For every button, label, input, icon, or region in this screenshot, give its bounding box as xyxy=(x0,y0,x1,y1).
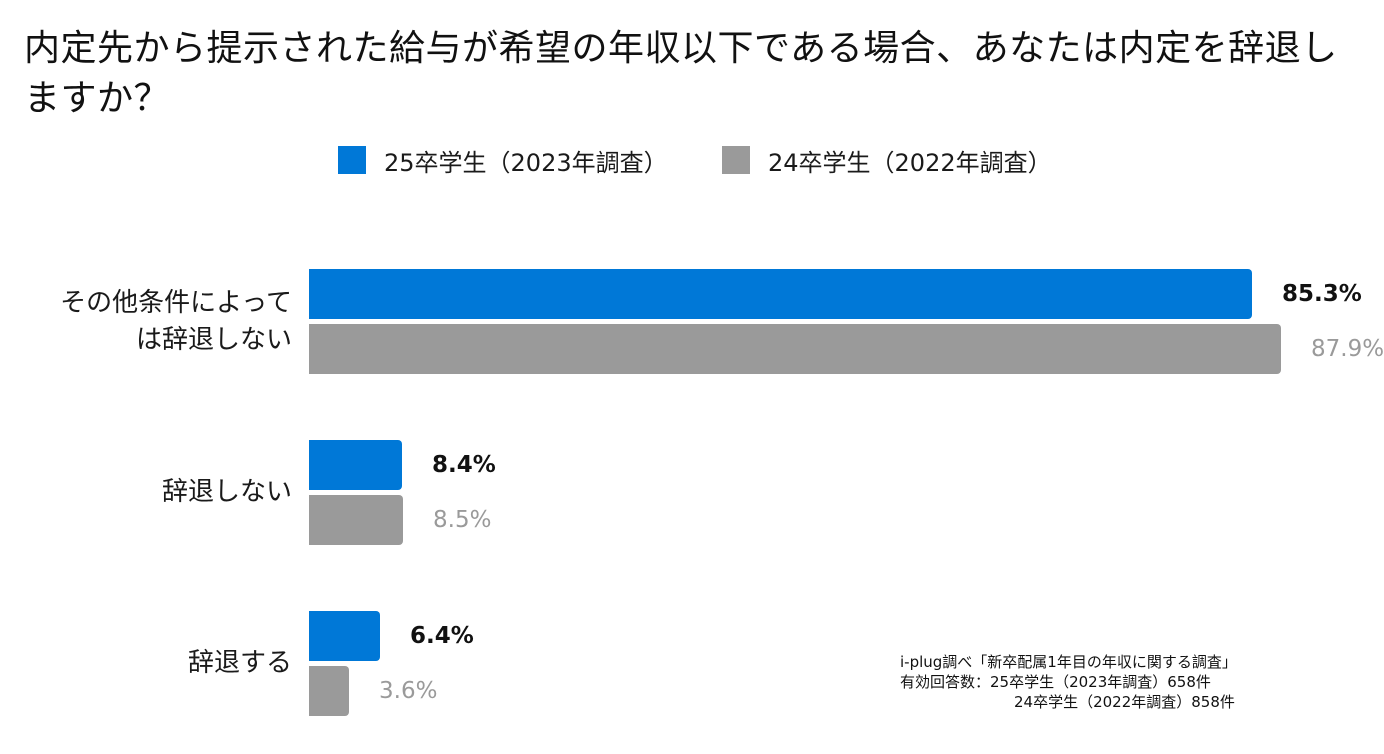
source-note-line-3: 24卒学生（2022年調査）858件 xyxy=(1014,693,1235,711)
legend-item-series-1: 25卒学生（2023年調査） xyxy=(338,142,668,178)
source-note: i-plug調べ「新卒配属1年目の年収に関する調査」 有効回答数：25卒学生（2… xyxy=(900,652,1237,712)
chart-title-line-2: ますか？ xyxy=(24,78,171,119)
bar-3-series-2 xyxy=(309,666,349,716)
bar-1-series-2 xyxy=(309,324,1281,374)
bar-2-series-2 xyxy=(309,495,403,545)
category-label-2-line-1: 辞退しない xyxy=(161,477,292,507)
category-label-2: 辞退しない xyxy=(162,474,292,511)
data-label-3-series-2: 3.6% xyxy=(379,678,438,704)
data-label-1-series-2: 87.9% xyxy=(1311,336,1384,362)
data-label-2-series-2: 8.5% xyxy=(433,507,492,533)
legend-swatch-series-2 xyxy=(722,146,750,174)
legend-label-series-1: 25卒学生（2023年調査） xyxy=(384,148,668,177)
source-note-line-2: 有効回答数：25卒学生（2023年調査）658件 xyxy=(900,673,1211,691)
bar-3-series-1 xyxy=(309,611,380,661)
chart-title-line-1: 内定先から提示された給与が希望の年収以下である場合、あなたは内定を辞退し xyxy=(24,28,1338,69)
legend-label-series-2: 24卒学生（2022年調査） xyxy=(768,148,1052,177)
chart-title: 内定先から提示された給与が希望の年収以下である場合、あなたは内定を辞退し ますか… xyxy=(24,24,1364,124)
source-note-line-1: i-plug調べ「新卒配属1年目の年収に関する調査」 xyxy=(900,653,1237,671)
legend: 25卒学生（2023年調査） 24卒学生（2022年調査） xyxy=(0,142,1384,178)
category-label-1-line-1: その他条件によって xyxy=(60,287,292,318)
data-label-2-series-1: 8.4% xyxy=(432,452,496,478)
category-label-1-line-2: は辞退しない xyxy=(135,324,292,355)
category-label-3: 辞退する xyxy=(188,645,292,682)
category-label-1: その他条件によっては辞退しない xyxy=(60,285,292,359)
legend-item-series-2: 24卒学生（2022年調査） xyxy=(722,142,1052,178)
data-label-3-series-1: 6.4% xyxy=(410,623,474,649)
legend-swatch-series-1 xyxy=(338,146,366,174)
bar-2-series-1 xyxy=(309,440,402,490)
category-label-3-line-1: 辞退する xyxy=(187,648,292,678)
data-label-1-series-1: 85.3% xyxy=(1282,281,1362,307)
bar-1-series-1 xyxy=(309,269,1252,319)
